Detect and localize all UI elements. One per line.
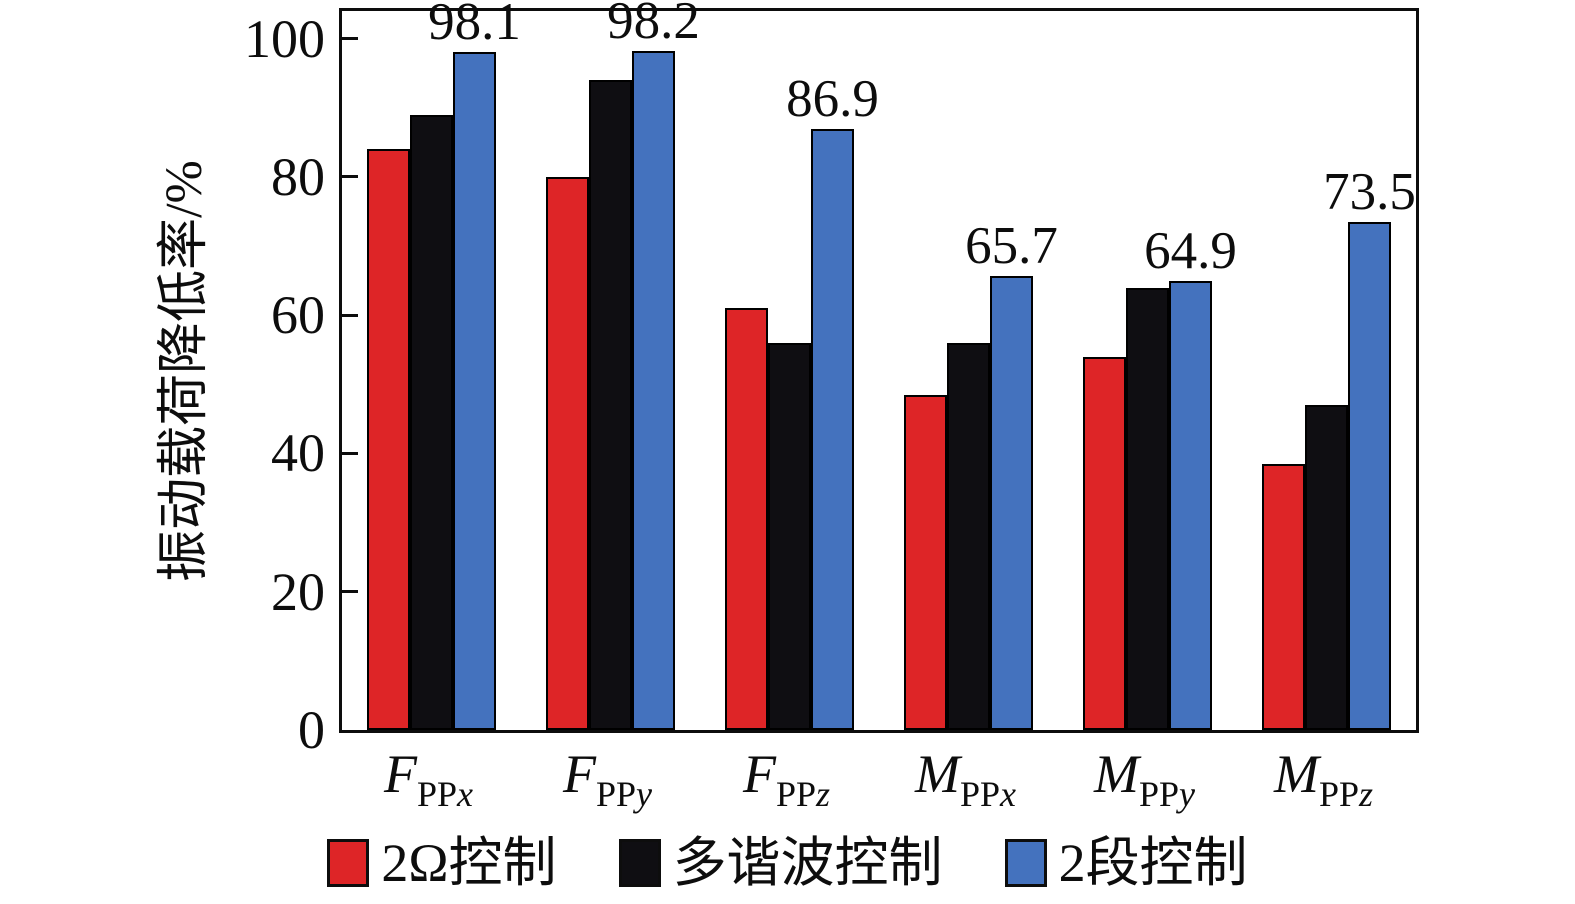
bar (1348, 221, 1391, 730)
bar-value-label: 73.5 (1323, 162, 1416, 221)
category-subscript: PPx (417, 774, 473, 814)
bar (947, 342, 990, 730)
y-axis-tick-label: 80 (271, 146, 325, 207)
category-symbol: M (914, 744, 960, 804)
y-axis-tick-label: 60 (271, 285, 325, 346)
y-axis-tick-label: 100 (244, 8, 325, 69)
category-subscript: PPy (596, 774, 652, 814)
category-subscript: PPx (960, 774, 1016, 814)
y-axis-tick-label: 40 (271, 423, 325, 484)
bar (1262, 463, 1305, 730)
x-category-label: FPPy (518, 742, 697, 826)
y-axis-tick (342, 590, 358, 594)
category-symbol: F (742, 744, 776, 804)
category-subscript: PPz (776, 774, 830, 814)
bar (546, 176, 589, 730)
bar (904, 394, 947, 730)
category-symbol: F (562, 744, 596, 804)
legend-item: 多谐波控制 (618, 832, 943, 894)
y-axis-tick (342, 313, 358, 317)
category-symbol: M (1093, 744, 1139, 804)
bar (1083, 356, 1126, 730)
bar (589, 80, 632, 730)
bar (768, 342, 811, 730)
bar (1305, 405, 1348, 730)
x-axis-labels-row: FPPx FPPy FPPz MPPx MPPy MPPz (339, 742, 1419, 814)
y-axis-tick (342, 175, 358, 179)
category-subscript-roman: PP (416, 774, 458, 814)
legend-item: 2段控制 (1004, 832, 1248, 894)
legend-swatch (327, 839, 370, 887)
bar (725, 308, 768, 730)
bar (410, 114, 453, 730)
x-category-label: FPPx (339, 742, 518, 826)
bar (1169, 281, 1212, 730)
y-axis-tick-label: 0 (298, 700, 325, 760)
category-subscript-roman: PP (1138, 774, 1180, 814)
x-category-label: MPPz (1234, 742, 1413, 826)
category-subscript: PPy (1139, 774, 1195, 814)
y-axis-tick-label: 20 (271, 561, 325, 622)
bar-value-label: 64.9 (1144, 222, 1237, 281)
y-axis-tick (342, 451, 358, 455)
category-subscript-roman: PP (775, 774, 817, 814)
category-subscript-variable: z (1359, 774, 1374, 814)
category-subscript-roman: PP (959, 774, 1001, 814)
legend-label: 多谐波控制 (672, 833, 943, 893)
bar (632, 51, 675, 730)
legend: 2Ω控制 多谐波控制 2段控制 (0, 828, 1575, 898)
y-axis-tick (342, 37, 358, 41)
bar (811, 129, 854, 730)
bar-value-label: 98.2 (607, 0, 700, 51)
bar (367, 149, 410, 730)
legend-label: 2段控制 (1058, 833, 1248, 893)
category-subscript-variable: y (636, 774, 653, 814)
bar (453, 51, 496, 730)
category-subscript-roman: PP (1318, 774, 1359, 814)
category-subscript-variable: z (816, 774, 831, 814)
legend-swatch (1004, 839, 1047, 887)
x-category-label: FPPz (697, 742, 876, 826)
category-subscript-variable: y (1179, 774, 1195, 814)
bar (990, 275, 1033, 730)
plot-area: 0 20 40 60 80 100 98.1 98.2 86.9 65.7 64.9 73.5 (244, 0, 1419, 758)
category-symbol: F (383, 744, 417, 804)
bar-value-label: 98.1 (428, 0, 521, 51)
category-subscript-variable: x (1000, 774, 1016, 814)
bar (1126, 287, 1169, 730)
category-subscript-variable: x (457, 774, 474, 814)
category-subscript-roman: PP (595, 774, 637, 814)
legend-swatch (618, 839, 661, 887)
bar-value-label: 86.9 (786, 70, 879, 129)
x-category-label: MPPx (876, 742, 1055, 826)
category-symbol: M (1273, 744, 1319, 804)
x-category-label: MPPy (1055, 742, 1234, 826)
category-subscript: PPz (1319, 774, 1373, 814)
legend-label: 2Ω控制 (381, 833, 557, 893)
legend-item: 2Ω控制 (327, 832, 557, 894)
bar-value-label: 65.7 (965, 216, 1058, 275)
